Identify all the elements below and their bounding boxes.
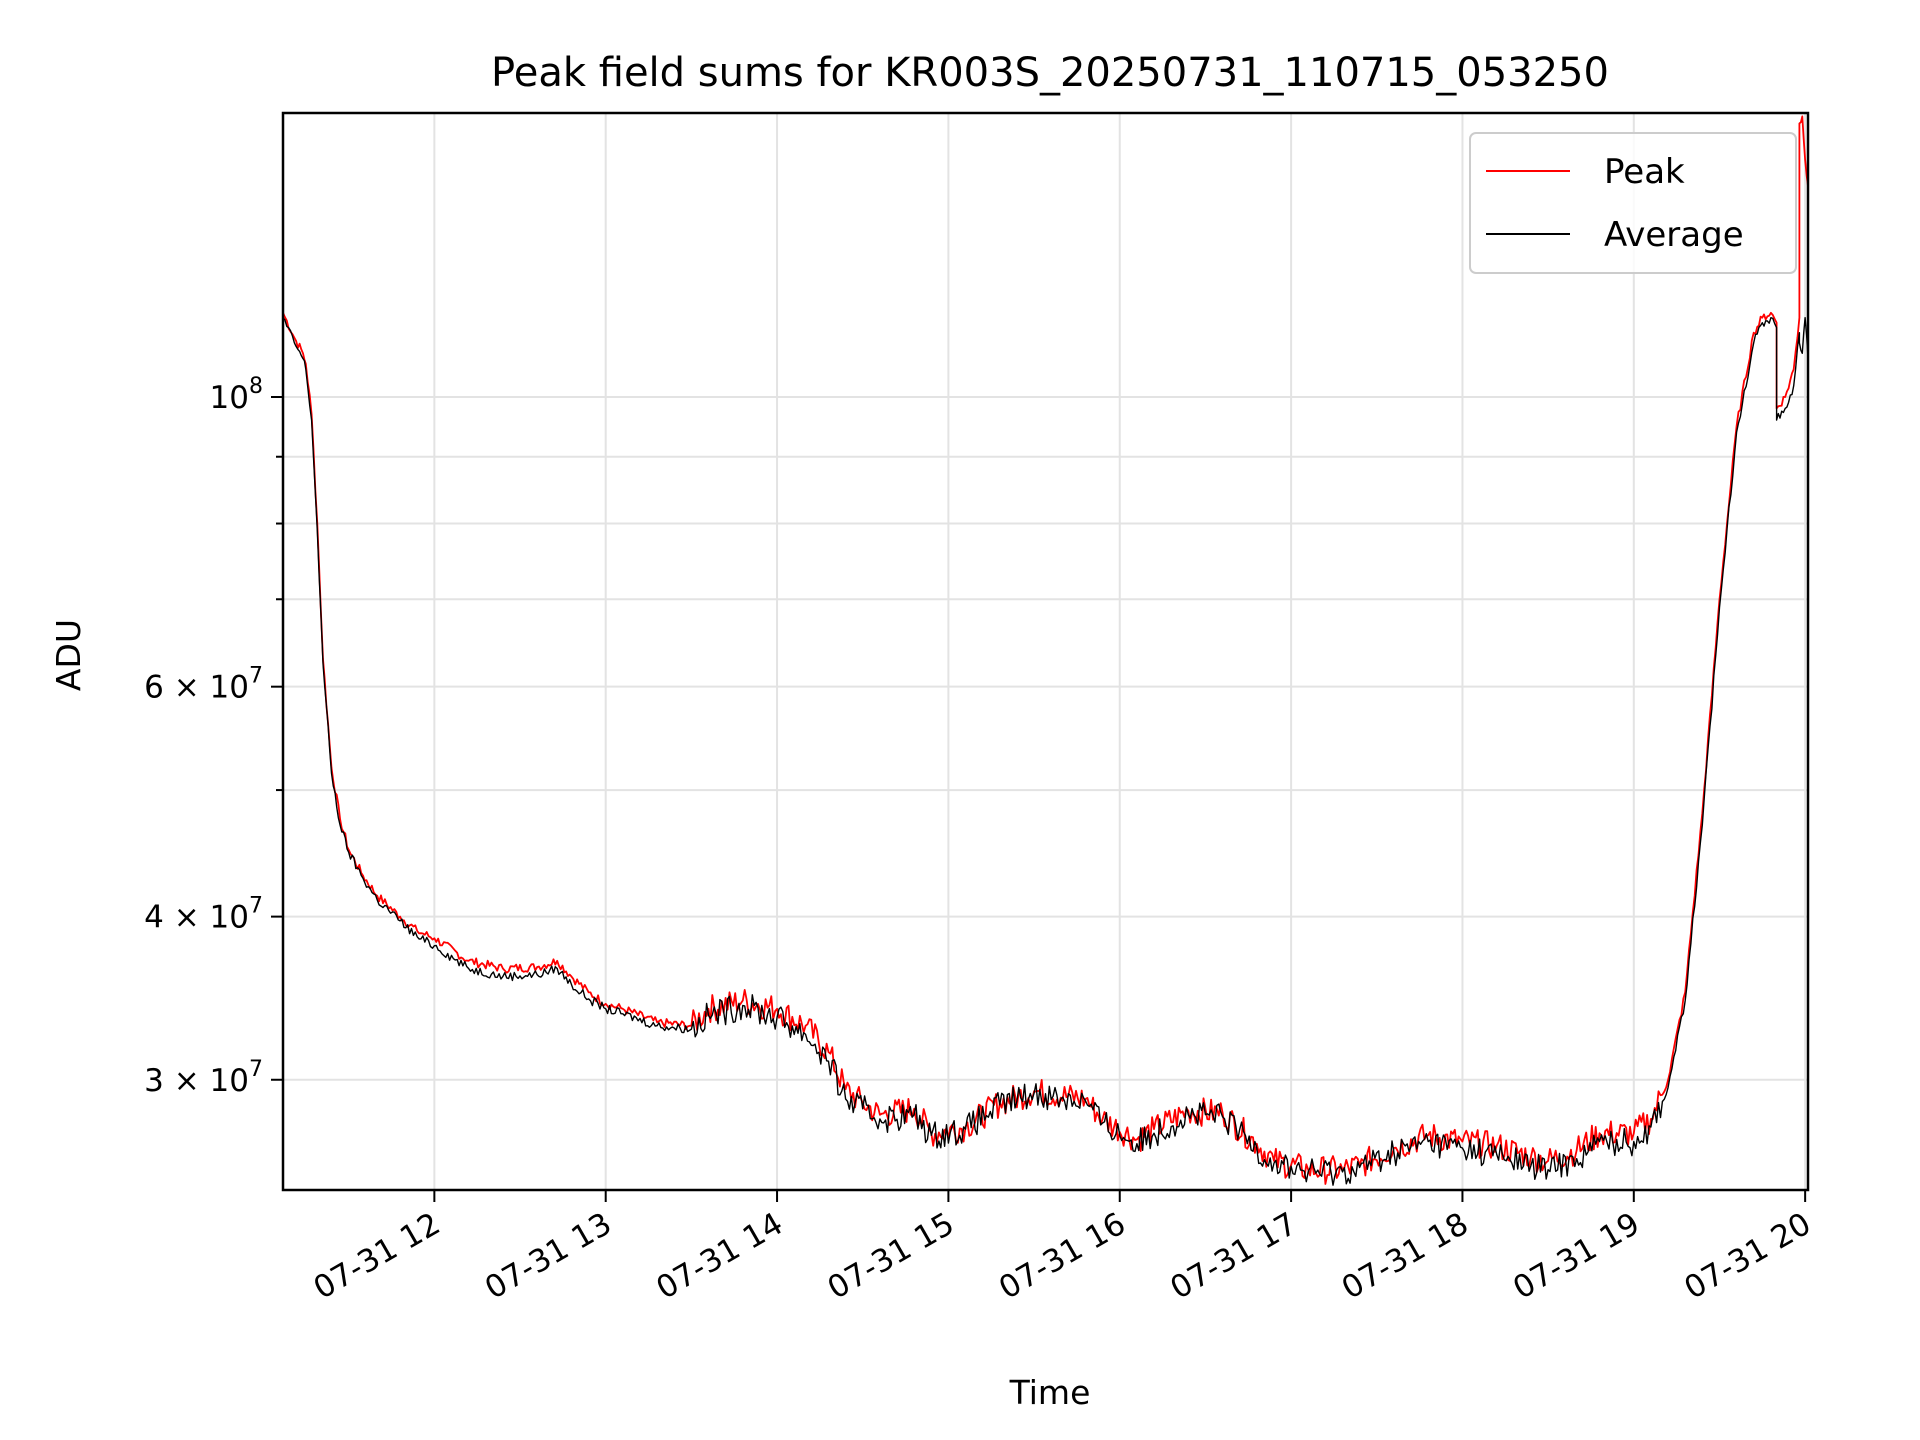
x-tick-label: 07-31 19 [1507, 1206, 1646, 1307]
legend-label-peak: Peak [1604, 152, 1685, 192]
y-tick-label: 108 [210, 374, 263, 416]
x-tick-label: 07-31 17 [1164, 1206, 1303, 1307]
plot-frame [281, 111, 1810, 1192]
x-tick-label: 07-31 18 [1336, 1206, 1475, 1307]
y-axis-label: ADU [49, 619, 88, 691]
legend-box [1469, 132, 1797, 274]
x-tick-label: 07-31 12 [308, 1206, 447, 1307]
y-tick-label-base: 10 [210, 380, 249, 416]
x-axis-label: Time [1009, 1373, 1091, 1412]
y-tick-label-exponent: 7 [249, 664, 263, 689]
legend-label-average: Average [1604, 215, 1744, 255]
x-tick-label: 07-31 15 [822, 1206, 961, 1307]
y-tick-label-base: 4 × 10 [144, 900, 249, 936]
x-axis: 07-31 12 07-31 13 07-31 14 07-31 15 07-31 16… [308, 1190, 1817, 1307]
series-line-peak [283, 115, 1808, 1185]
y-tick-label-exponent: 8 [249, 374, 263, 399]
grid [283, 113, 1808, 1190]
x-tick-label: 07-31 13 [479, 1206, 618, 1307]
y-tick-label: 3 × 107 [144, 1057, 263, 1099]
x-tick-label: 07-31 20 [1678, 1206, 1817, 1307]
y-tick-label-base: 3 × 10 [144, 1063, 249, 1099]
x-tick-label: 07-31 16 [993, 1206, 1132, 1307]
series-line-average [283, 317, 1808, 1186]
y-tick-label: 4 × 107 [144, 894, 263, 936]
legend: Peak Average [1469, 132, 1797, 274]
y-tick-label-exponent: 7 [249, 1057, 263, 1082]
chart-title: Peak field sums for KR003S_20250731_1107… [491, 50, 1609, 96]
y-tick-label-base: 6 × 10 [144, 670, 249, 706]
y-tick-label-exponent: 7 [249, 894, 263, 919]
y-tick-label: 6 × 107 [144, 664, 263, 706]
series-lines [283, 115, 1808, 1186]
x-tick-label: 07-31 14 [650, 1206, 789, 1307]
